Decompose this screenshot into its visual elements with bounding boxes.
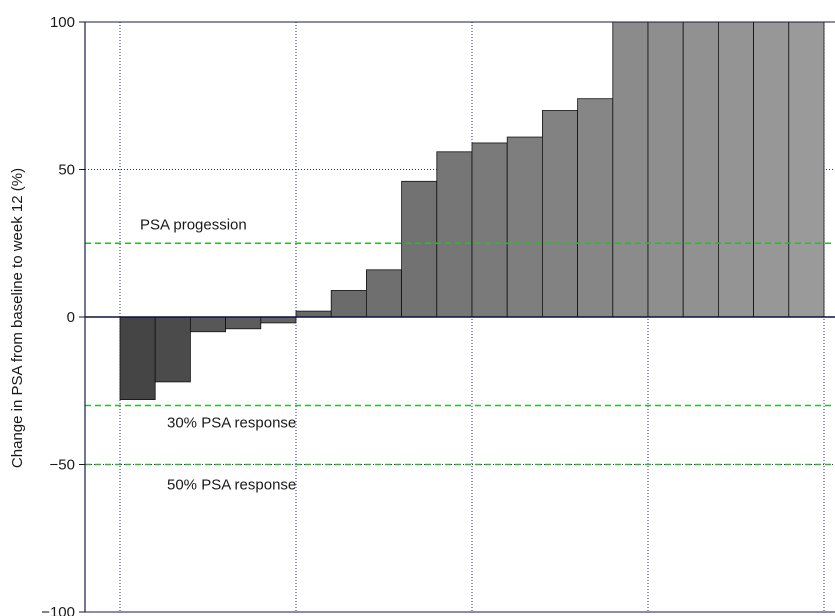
bar <box>330 290 367 318</box>
bar <box>577 98 614 318</box>
bar <box>295 310 332 318</box>
bar <box>542 110 579 318</box>
reference-lines-layer: PSA progession 30% PSA response 50% PSA re… <box>85 216 835 494</box>
bar <box>612 21 649 318</box>
bar <box>471 142 508 318</box>
y-tick-label: 0 <box>67 309 75 326</box>
bar <box>436 151 473 318</box>
bar <box>506 136 543 318</box>
reference-line-label: 50% PSA response <box>167 477 296 494</box>
y-tick-labels: 100 50 0 −50 −100 <box>41 14 85 616</box>
y-tick-label: −100 <box>41 604 75 616</box>
bar <box>189 316 226 333</box>
bar <box>788 21 825 318</box>
bar <box>225 316 262 330</box>
bar <box>154 316 191 383</box>
bar <box>682 21 719 318</box>
y-tick-label: 100 <box>50 14 75 31</box>
reference-line-label: PSA progession <box>140 216 247 233</box>
bar <box>718 21 755 318</box>
y-tick-label: −50 <box>50 457 75 474</box>
y-axis-label: Change in PSA from baseline to week 12 (… <box>9 168 26 468</box>
reference-line-label: 30% PSA response <box>167 415 296 432</box>
bar <box>647 21 684 318</box>
bars-layer <box>119 21 825 400</box>
bar <box>119 316 156 400</box>
bar <box>401 180 438 318</box>
y-tick-label: 50 <box>58 162 75 179</box>
bar <box>365 269 402 318</box>
bar <box>260 316 297 324</box>
bar <box>753 21 790 318</box>
